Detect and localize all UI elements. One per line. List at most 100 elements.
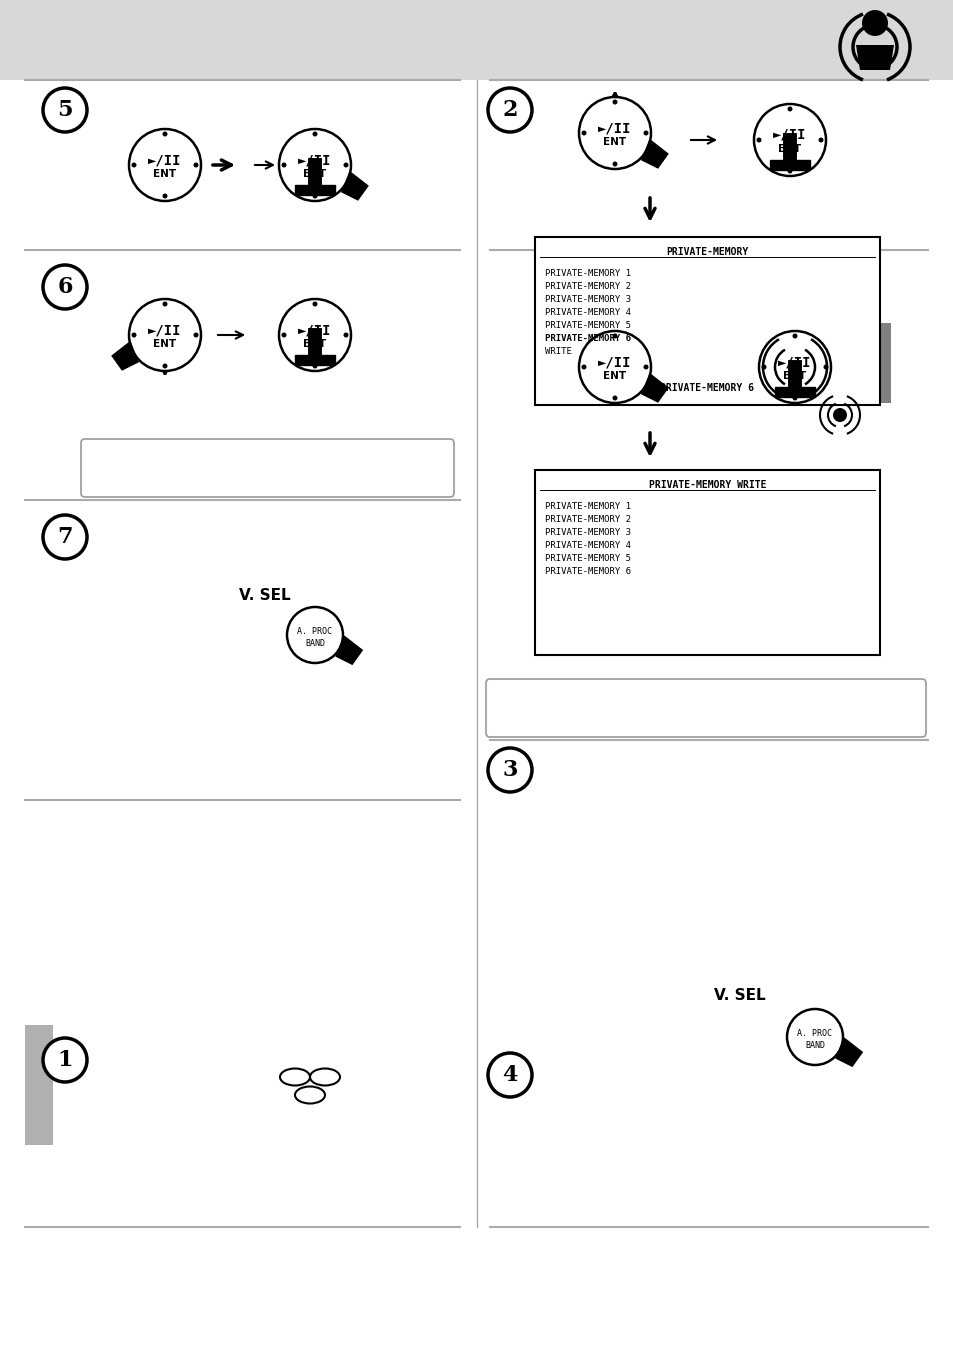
FancyBboxPatch shape (294, 186, 335, 195)
Circle shape (132, 332, 136, 337)
Polygon shape (855, 45, 893, 70)
Circle shape (162, 131, 168, 137)
Circle shape (343, 163, 348, 168)
Circle shape (786, 107, 792, 111)
FancyBboxPatch shape (294, 355, 335, 364)
Circle shape (578, 331, 650, 402)
Text: V. SEL: V. SEL (239, 588, 291, 603)
Text: ►/II: ►/II (298, 322, 332, 337)
Text: PRIVATE-MEMORY 1: PRIVATE-MEMORY 1 (544, 270, 630, 278)
Text: ENT: ENT (303, 169, 326, 179)
Text: 3: 3 (502, 759, 517, 780)
Circle shape (488, 748, 532, 793)
Circle shape (792, 396, 797, 401)
Circle shape (862, 9, 887, 37)
Polygon shape (112, 341, 138, 370)
Text: ENT: ENT (778, 144, 801, 154)
Text: A. PROC: A. PROC (797, 1030, 832, 1038)
Circle shape (162, 363, 168, 369)
Text: A. PROC: A. PROC (297, 627, 333, 637)
Circle shape (822, 364, 827, 370)
Text: ►/II: ►/II (598, 121, 631, 136)
Circle shape (313, 363, 317, 369)
Text: BAND: BAND (305, 638, 325, 648)
Circle shape (753, 104, 825, 176)
Text: ►/II: ►/II (773, 127, 806, 142)
Circle shape (581, 364, 586, 370)
Circle shape (612, 333, 617, 339)
Text: 7: 7 (57, 526, 72, 547)
Circle shape (287, 607, 343, 663)
Text: ►/II: ►/II (778, 355, 811, 369)
Text: ►/II: ►/II (598, 355, 631, 369)
FancyBboxPatch shape (535, 237, 879, 405)
Circle shape (43, 1038, 87, 1083)
Text: PRIVATE-MEMORY WRITE: PRIVATE-MEMORY WRITE (648, 480, 765, 491)
Circle shape (162, 194, 168, 198)
Text: PRIVATE-MEMORY 3: PRIVATE-MEMORY 3 (544, 528, 630, 537)
Text: PRIVATE-MEMORY 6: PRIVATE-MEMORY 6 (544, 566, 630, 576)
Text: 5: 5 (57, 99, 72, 121)
Circle shape (488, 1053, 532, 1098)
Text: 2: 2 (501, 99, 517, 121)
Circle shape (193, 332, 198, 337)
Circle shape (488, 88, 532, 131)
Text: PRIVATE-MEMORY 5: PRIVATE-MEMORY 5 (544, 321, 630, 331)
Circle shape (612, 99, 617, 104)
FancyBboxPatch shape (832, 322, 890, 402)
Text: PRIVATE-MEMORY 3: PRIVATE-MEMORY 3 (544, 295, 630, 304)
Text: ENT: ENT (782, 371, 805, 381)
Text: PRIVATE-MEMORY 6: PRIVATE-MEMORY 6 (544, 333, 630, 343)
Circle shape (792, 333, 797, 339)
Text: 6: 6 (57, 276, 72, 298)
Text: 4: 4 (502, 1064, 517, 1085)
Circle shape (43, 515, 87, 560)
Text: ►/II: ►/II (148, 153, 182, 167)
Circle shape (581, 130, 586, 136)
Circle shape (43, 88, 87, 131)
Circle shape (162, 302, 168, 306)
Text: PRIVATE-MEMORY 2: PRIVATE-MEMORY 2 (544, 515, 630, 524)
Circle shape (818, 137, 822, 142)
Text: ENT: ENT (303, 339, 326, 350)
Polygon shape (836, 1038, 862, 1066)
FancyBboxPatch shape (535, 470, 879, 654)
Circle shape (129, 299, 201, 371)
Circle shape (281, 332, 286, 337)
Circle shape (129, 129, 201, 201)
Text: ►/II: ►/II (298, 153, 332, 167)
Circle shape (193, 163, 198, 168)
Circle shape (832, 408, 846, 421)
Circle shape (343, 332, 348, 337)
Circle shape (612, 161, 617, 167)
Text: PRIVATE-MEMORY: PRIVATE-MEMORY (666, 247, 748, 257)
Circle shape (756, 137, 760, 142)
Text: ENT: ENT (153, 339, 176, 350)
Circle shape (313, 302, 317, 306)
Text: PRIVATE-MEMORY 5: PRIVATE-MEMORY 5 (544, 554, 630, 562)
Text: V. SEL: V. SEL (714, 988, 765, 1003)
Circle shape (278, 299, 351, 371)
Polygon shape (641, 374, 667, 402)
FancyBboxPatch shape (0, 0, 953, 80)
Text: PRIVATE-MEMORY 4: PRIVATE-MEMORY 4 (544, 541, 630, 550)
FancyBboxPatch shape (485, 679, 925, 737)
FancyBboxPatch shape (769, 160, 809, 169)
Text: ENT: ENT (603, 371, 626, 381)
Circle shape (786, 168, 792, 173)
Polygon shape (341, 172, 368, 201)
Circle shape (281, 163, 286, 168)
Circle shape (43, 266, 87, 309)
Circle shape (643, 364, 648, 370)
Text: WRITE: WRITE (544, 347, 571, 356)
Polygon shape (641, 140, 667, 168)
Text: ENT: ENT (603, 137, 626, 146)
Circle shape (278, 129, 351, 201)
Circle shape (643, 130, 648, 136)
FancyBboxPatch shape (774, 388, 814, 397)
Circle shape (313, 194, 317, 198)
Text: PRIVATE-MEMORY 2: PRIVATE-MEMORY 2 (544, 282, 630, 291)
Text: ENT: ENT (153, 169, 176, 179)
Polygon shape (335, 637, 362, 664)
Text: 1: 1 (57, 1049, 72, 1070)
